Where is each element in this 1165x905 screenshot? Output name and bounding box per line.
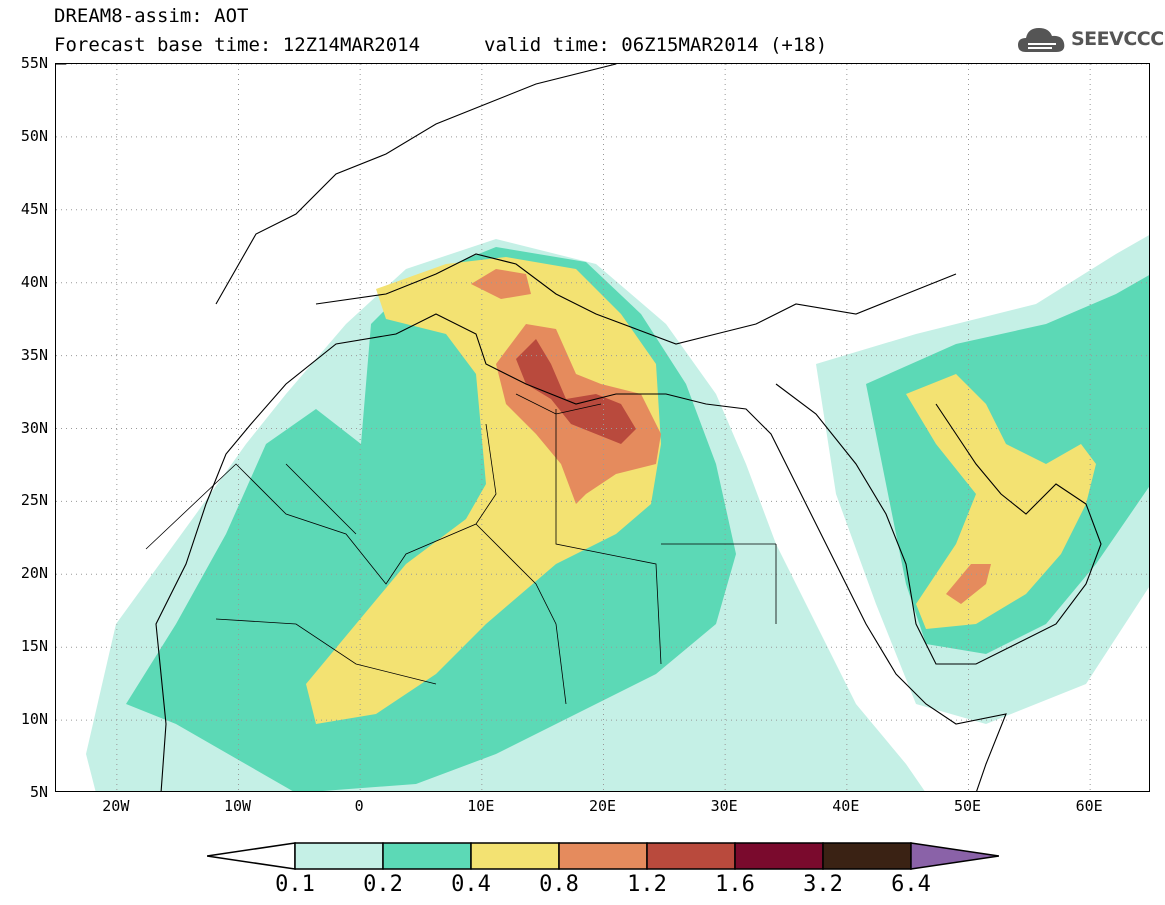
valid-time: valid time: 06Z15MAR2014 (+18) [484,34,828,56]
colorbar-bin [734,842,824,870]
latitude-label: 20N [20,564,48,583]
longitude-label: 40E [832,797,860,815]
latitude-label: 35N [20,345,48,364]
colorbar-under-triangle [207,842,296,870]
colorbar-label: 6.4 [891,872,931,897]
longitude-label: 10W [223,797,252,815]
longitude-label: 0 [354,797,364,815]
seevccc-logo: SEEVCCC [1016,22,1164,58]
colorbar-label: 0.1 [275,872,315,897]
latitude-label: 5N [29,783,48,801]
latitude-label: 55N [20,54,48,72]
aot-map[interactable] [55,63,1150,792]
europe-coastline [215,64,957,345]
colorbar-bin [558,842,648,870]
map-canvas [56,64,1149,791]
longitude-label: 30E [710,797,738,815]
aot-colorbar [207,842,999,870]
latitude-label: 40N [20,272,48,291]
africa-coastline [155,313,1007,791]
logo-text: SEEVCCC [1071,28,1164,50]
longitude-label: 50E [953,797,982,815]
colorbar-label: 0.2 [363,872,403,897]
arabian-peninsula-coastline [775,383,1102,665]
coastlines [56,64,1102,791]
colorbar-bin [294,842,384,870]
longitude-label: 10E [467,797,495,815]
forecast-base-time: Forecast base time: 12Z14MAR2014 [54,34,421,56]
colorbar-bin [822,842,912,870]
map-title: DREAM8-assim: AOT [54,5,249,27]
latitude-label: 25N [20,491,48,510]
aot-1.2-region [516,339,636,444]
latitude-label: 15N [20,637,48,656]
longitude-label: 20W [102,797,130,815]
latitude-label: 50N [20,126,48,145]
colorbar-label: 1.6 [715,872,755,897]
latitude-label: 10N [20,710,48,729]
colorbar-bin [470,842,560,870]
aot-field [86,235,1149,791]
colorbar-bin [646,842,736,870]
longitude-label: 20E [588,797,617,815]
latitude-label: 45N [20,199,48,218]
colorbar-label: 0.4 [451,872,491,897]
latitude-label: 30N [20,418,48,437]
colorbar-label: 1.2 [627,872,667,897]
colorbar-bin [382,842,472,870]
longitude-label: 60E [1075,797,1103,815]
aot-0.8-region-north [471,269,531,299]
colorbar-label: 0.8 [539,872,579,897]
cloud-icon [1018,28,1065,52]
country-borders [145,393,777,705]
colorbar-over-triangle [910,842,999,870]
colorbar-label: 3.2 [803,872,843,897]
